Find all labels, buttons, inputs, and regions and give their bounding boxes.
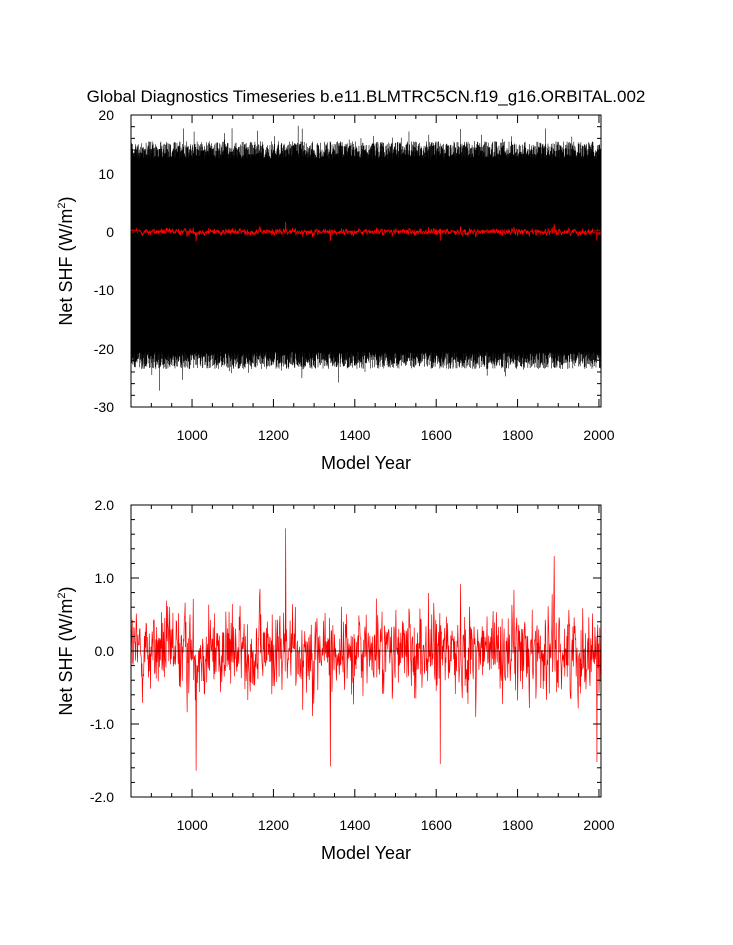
- top-y-axis-label: Net SHF (W/m2): [56, 196, 76, 325]
- top-y-tick-labels: -30 -20 -10 0 10 20: [94, 107, 114, 415]
- bottom-y-axis-label-main: Net SHF (W/m: [56, 599, 76, 716]
- bottom-y-axis-label: Net SHF (W/m2): [56, 586, 76, 715]
- top-x-tick-label: 1000: [177, 427, 208, 443]
- top-plot-frame: [130, 114, 602, 408]
- top-y-axis-label-sup: 2: [56, 202, 68, 208]
- bottom-y-tick-label: -2.0: [90, 789, 114, 805]
- bottom-y-tick-label: -1.0: [90, 716, 114, 732]
- bottom-y-axis-label-sup: 2: [56, 592, 68, 598]
- top-y-tick-label: 10: [98, 166, 114, 182]
- bottom-x-axis-label: Model Year: [321, 843, 411, 863]
- chart-title: Global Diagnostics Timeseries b.e11.BLMT…: [87, 87, 646, 106]
- bottom-x-tick-label: 1400: [339, 817, 370, 833]
- top-y-tick-label: 20: [98, 107, 114, 123]
- bottom-y-tick-label: 0.0: [95, 643, 115, 659]
- bottom-x-tick-label: 1600: [421, 817, 452, 833]
- bottom-y-tick-label: 1.0: [95, 570, 115, 586]
- bottom-x-tick-label: 2000: [583, 817, 614, 833]
- top-y-tick-label: 0: [106, 224, 114, 240]
- bottom-plot-area: [130, 528, 602, 771]
- top-y-axis-label-end: ): [56, 196, 76, 202]
- top-x-axis-label: Model Year: [321, 453, 411, 473]
- bottom-x-tick-labels: 1000 1200 1400 1600 1800 2000: [177, 817, 615, 833]
- top-y-tick-label: -10: [94, 282, 114, 298]
- top-x-tick-label: 2000: [583, 427, 614, 443]
- bottom-x-tick-label: 1800: [502, 817, 533, 833]
- top-x-tick-label: 1200: [258, 427, 289, 443]
- bottom-annual-series-line: [130, 528, 602, 771]
- top-x-tick-labels: 1000 1200 1400 1600 1800 2000: [177, 427, 615, 443]
- top-monthly-series-line: [130, 125, 602, 391]
- bottom-y-tick-label: 2.0: [95, 497, 115, 513]
- top-x-tick-label: 1800: [502, 427, 533, 443]
- top-x-tick-label: 1400: [339, 427, 370, 443]
- top-y-tick-label: -30: [94, 399, 114, 415]
- bottom-x-tick-label: 1200: [258, 817, 289, 833]
- top-y-tick-label: -20: [94, 341, 114, 357]
- bottom-ticks: [131, 504, 601, 798]
- top-plot-area: [130, 125, 602, 391]
- bottom-y-tick-labels: -2.0 -1.0 0.0 1.0 2.0: [90, 497, 114, 805]
- bottom-y-axis-label-end: ): [56, 586, 76, 592]
- top-annual-series-line: [130, 221, 602, 242]
- top-panel: 1000 1200 1400 1600 1800 2000 -30 -20 -1…: [56, 107, 615, 473]
- top-x-tick-label: 1600: [421, 427, 452, 443]
- bottom-panel: 1000 1200 1400 1600 1800 2000 -2.0 -1.0 …: [56, 497, 615, 863]
- top-ticks: [131, 114, 601, 408]
- top-y-axis-label-main: Net SHF (W/m: [56, 209, 76, 326]
- bottom-x-tick-label: 1000: [177, 817, 208, 833]
